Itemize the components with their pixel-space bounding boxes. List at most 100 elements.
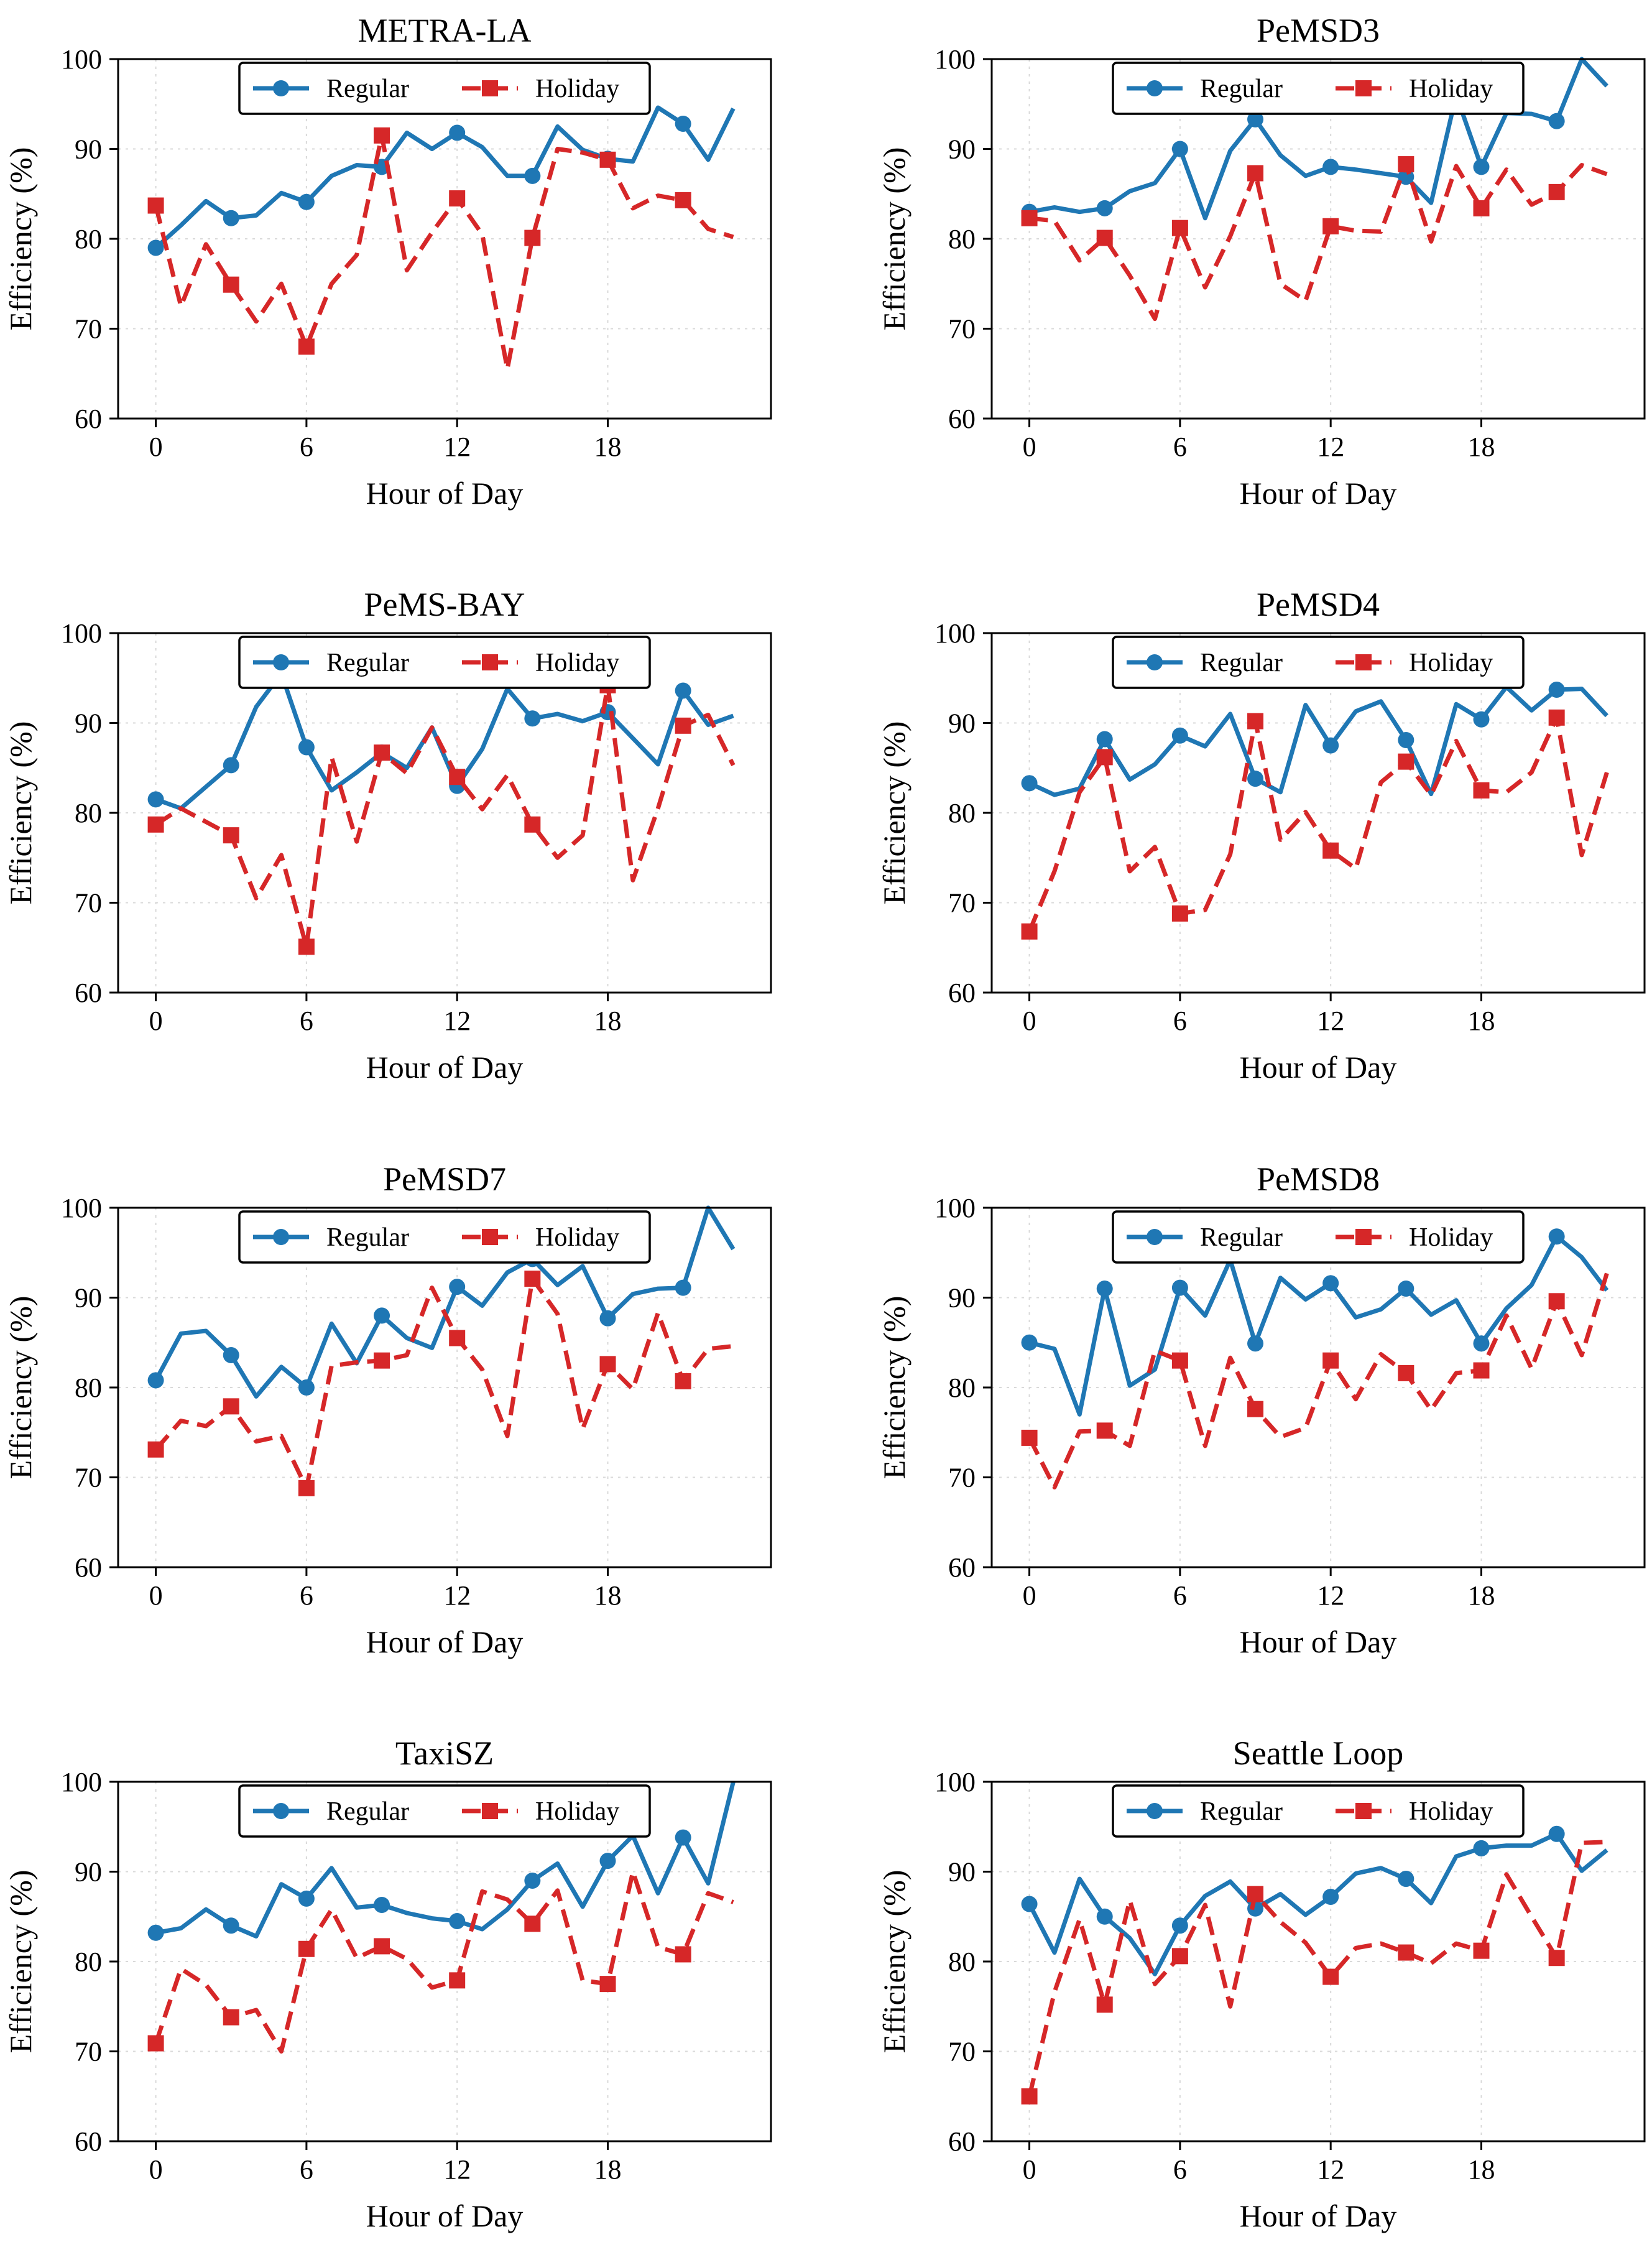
legend-entry-regular: Regular xyxy=(253,75,409,103)
holiday-point xyxy=(1398,753,1414,770)
legend-label-regular: Regular xyxy=(1200,1223,1283,1252)
regular-point xyxy=(374,1896,390,1913)
regular-point xyxy=(1171,1917,1188,1934)
holiday-point xyxy=(1322,218,1339,234)
y-tick-label: 100 xyxy=(934,618,976,649)
legend-label-holiday: Holiday xyxy=(535,75,619,103)
y-tick-label: 90 xyxy=(75,708,102,739)
legend-marker-regular-icon xyxy=(273,1803,289,1819)
holiday-point xyxy=(675,192,691,208)
holiday-point xyxy=(1473,1942,1490,1959)
legend-marker-regular-icon xyxy=(1147,80,1163,96)
legend-entry-regular: Regular xyxy=(1127,75,1283,103)
holiday-series-line xyxy=(154,133,734,371)
regular-point xyxy=(147,239,164,256)
holiday-point xyxy=(1021,1429,1038,1446)
chart-title: PeMSD7 xyxy=(383,1160,506,1198)
x-axis-label: Hour of Day xyxy=(1240,1050,1397,1085)
y-tick-label: 90 xyxy=(75,1857,102,1888)
regular-point xyxy=(1247,1335,1264,1352)
holiday-point xyxy=(1247,713,1264,730)
y-tick-label: 70 xyxy=(948,2037,976,2067)
y-tick-label: 90 xyxy=(75,134,102,165)
holiday-point xyxy=(524,816,541,833)
regular-point xyxy=(147,1924,164,1941)
holiday-point xyxy=(1021,923,1038,940)
regular-point xyxy=(675,1829,691,1846)
holiday-point xyxy=(524,1915,541,1932)
y-tick-label: 90 xyxy=(948,1857,976,1888)
legend-label-holiday: Holiday xyxy=(535,1223,619,1252)
x-tick-label: 18 xyxy=(1468,2154,1495,2185)
holiday-point xyxy=(1171,1948,1188,1965)
legend-marker-holiday-icon xyxy=(482,80,498,96)
regular-point xyxy=(1171,1279,1188,1296)
legend-marker-holiday-icon xyxy=(482,654,498,670)
legend-label-holiday: Holiday xyxy=(1409,1223,1493,1252)
y-tick-label: 90 xyxy=(948,134,976,165)
regular-series-line xyxy=(155,1781,736,1939)
x-tick-label: 12 xyxy=(443,1580,471,1611)
regular-point xyxy=(147,1372,164,1389)
holiday-point xyxy=(374,127,390,144)
y-tick-label: 80 xyxy=(75,1373,102,1403)
y-tick-label: 100 xyxy=(934,44,976,75)
holiday-point xyxy=(1247,165,1264,182)
holiday-series-line xyxy=(1027,715,1609,933)
legend: Regular Holiday xyxy=(238,636,651,689)
legend-entry-regular: Regular xyxy=(1127,1797,1283,1826)
legend-marker-holiday-icon xyxy=(1355,654,1372,670)
holiday-point xyxy=(1398,1364,1414,1381)
x-tick-label: 18 xyxy=(1468,1580,1495,1611)
legend-label-regular: Regular xyxy=(326,649,409,677)
chart-panel: 0 6 12 18 60 70 80 90 100 PeMSD7 Hour of Day Effici… xyxy=(3,1160,772,1659)
legend-marker-holiday-icon xyxy=(1355,1229,1372,1245)
regular-point xyxy=(1021,1896,1038,1912)
legend-box xyxy=(238,1784,651,1838)
legend-entry-holiday: Holiday xyxy=(1336,1223,1493,1252)
chart-panel: 0 6 12 18 60 70 80 90 100 TaxiSZ Hour of Day Effici… xyxy=(3,1735,772,2233)
legend-label-regular: Regular xyxy=(1200,649,1283,677)
x-tick-label: 6 xyxy=(300,2154,313,2185)
chart-panel: 0 6 12 18 60 70 80 90 100 PeMSD4 Hour of Day Effici… xyxy=(877,586,1646,1085)
holiday-point xyxy=(449,1330,466,1346)
regular-point xyxy=(449,124,466,141)
regular-point xyxy=(147,791,164,808)
legend-box xyxy=(238,636,651,689)
regular-point xyxy=(1021,1334,1038,1351)
x-tick-label: 0 xyxy=(1023,2154,1036,2185)
x-tick-label: 18 xyxy=(594,2154,622,2185)
holiday-point xyxy=(449,1972,466,1989)
chart-title: METRA-LA xyxy=(358,12,532,49)
holiday-point xyxy=(1171,220,1188,236)
holiday-series-line xyxy=(1029,162,1608,322)
y-tick-label: 80 xyxy=(948,224,976,254)
x-tick-label: 6 xyxy=(300,432,313,462)
x-tick-label: 18 xyxy=(1468,1006,1495,1036)
x-tick-label: 6 xyxy=(1173,2154,1187,2185)
legend-marker-holiday-icon xyxy=(1355,1803,1372,1819)
holiday-point xyxy=(1096,749,1113,766)
y-axis-label: Efficiency (%) xyxy=(877,1296,911,1480)
legend: Regular Holiday xyxy=(1112,636,1525,689)
x-tick-label: 18 xyxy=(594,1580,622,1611)
regular-point xyxy=(524,167,541,184)
holiday-point xyxy=(1021,2088,1038,2105)
legend-entry-regular: Regular xyxy=(253,1223,409,1252)
chart-panel: 0 6 12 18 60 70 80 90 100 METRA-LA Hour of Day Effi… xyxy=(3,12,772,511)
x-tick-label: 18 xyxy=(594,1006,622,1036)
regular-point xyxy=(298,739,315,756)
legend-box xyxy=(238,62,651,115)
holiday-point xyxy=(298,338,315,355)
y-tick-label: 60 xyxy=(75,2126,102,2157)
x-tick-label: 12 xyxy=(1317,1006,1344,1036)
regular-point xyxy=(1171,727,1188,744)
x-tick-label: 6 xyxy=(1173,432,1187,462)
regular-point xyxy=(599,1310,616,1327)
y-tick-label: 100 xyxy=(61,44,102,75)
x-tick-label: 0 xyxy=(149,1006,163,1036)
y-axis-label: Efficiency (%) xyxy=(877,147,911,331)
holiday-point xyxy=(1548,709,1565,726)
x-axis-label: Hour of Day xyxy=(1240,2198,1397,2233)
